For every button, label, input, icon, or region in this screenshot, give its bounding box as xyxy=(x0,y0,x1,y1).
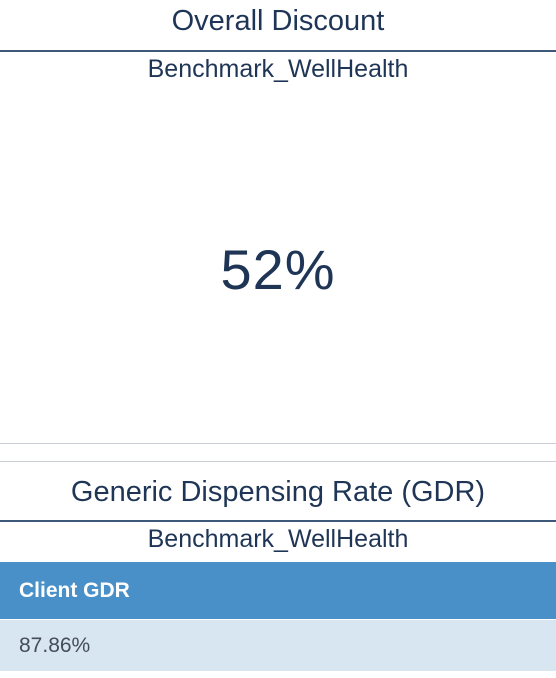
gdr-table-header[interactable]: Client GDR xyxy=(0,562,556,619)
column-header-client-gdr[interactable]: Client GDR xyxy=(19,579,130,602)
divider xyxy=(0,520,556,522)
overall-discount-value: 52% xyxy=(220,238,336,301)
divider xyxy=(0,461,556,462)
table-row[interactable]: 87.86% xyxy=(0,620,556,671)
divider xyxy=(0,50,556,52)
client-gdr-value: 87.86% xyxy=(19,634,91,657)
divider xyxy=(0,443,556,444)
gdr-title: Generic Dispensing Rate (GDR) xyxy=(70,476,486,508)
overall-discount-title: Overall Discount xyxy=(171,5,385,37)
gdr-benchmark: Benchmark_WellHealth xyxy=(147,525,409,553)
overall-discount-benchmark: Benchmark_WellHealth xyxy=(147,55,409,83)
